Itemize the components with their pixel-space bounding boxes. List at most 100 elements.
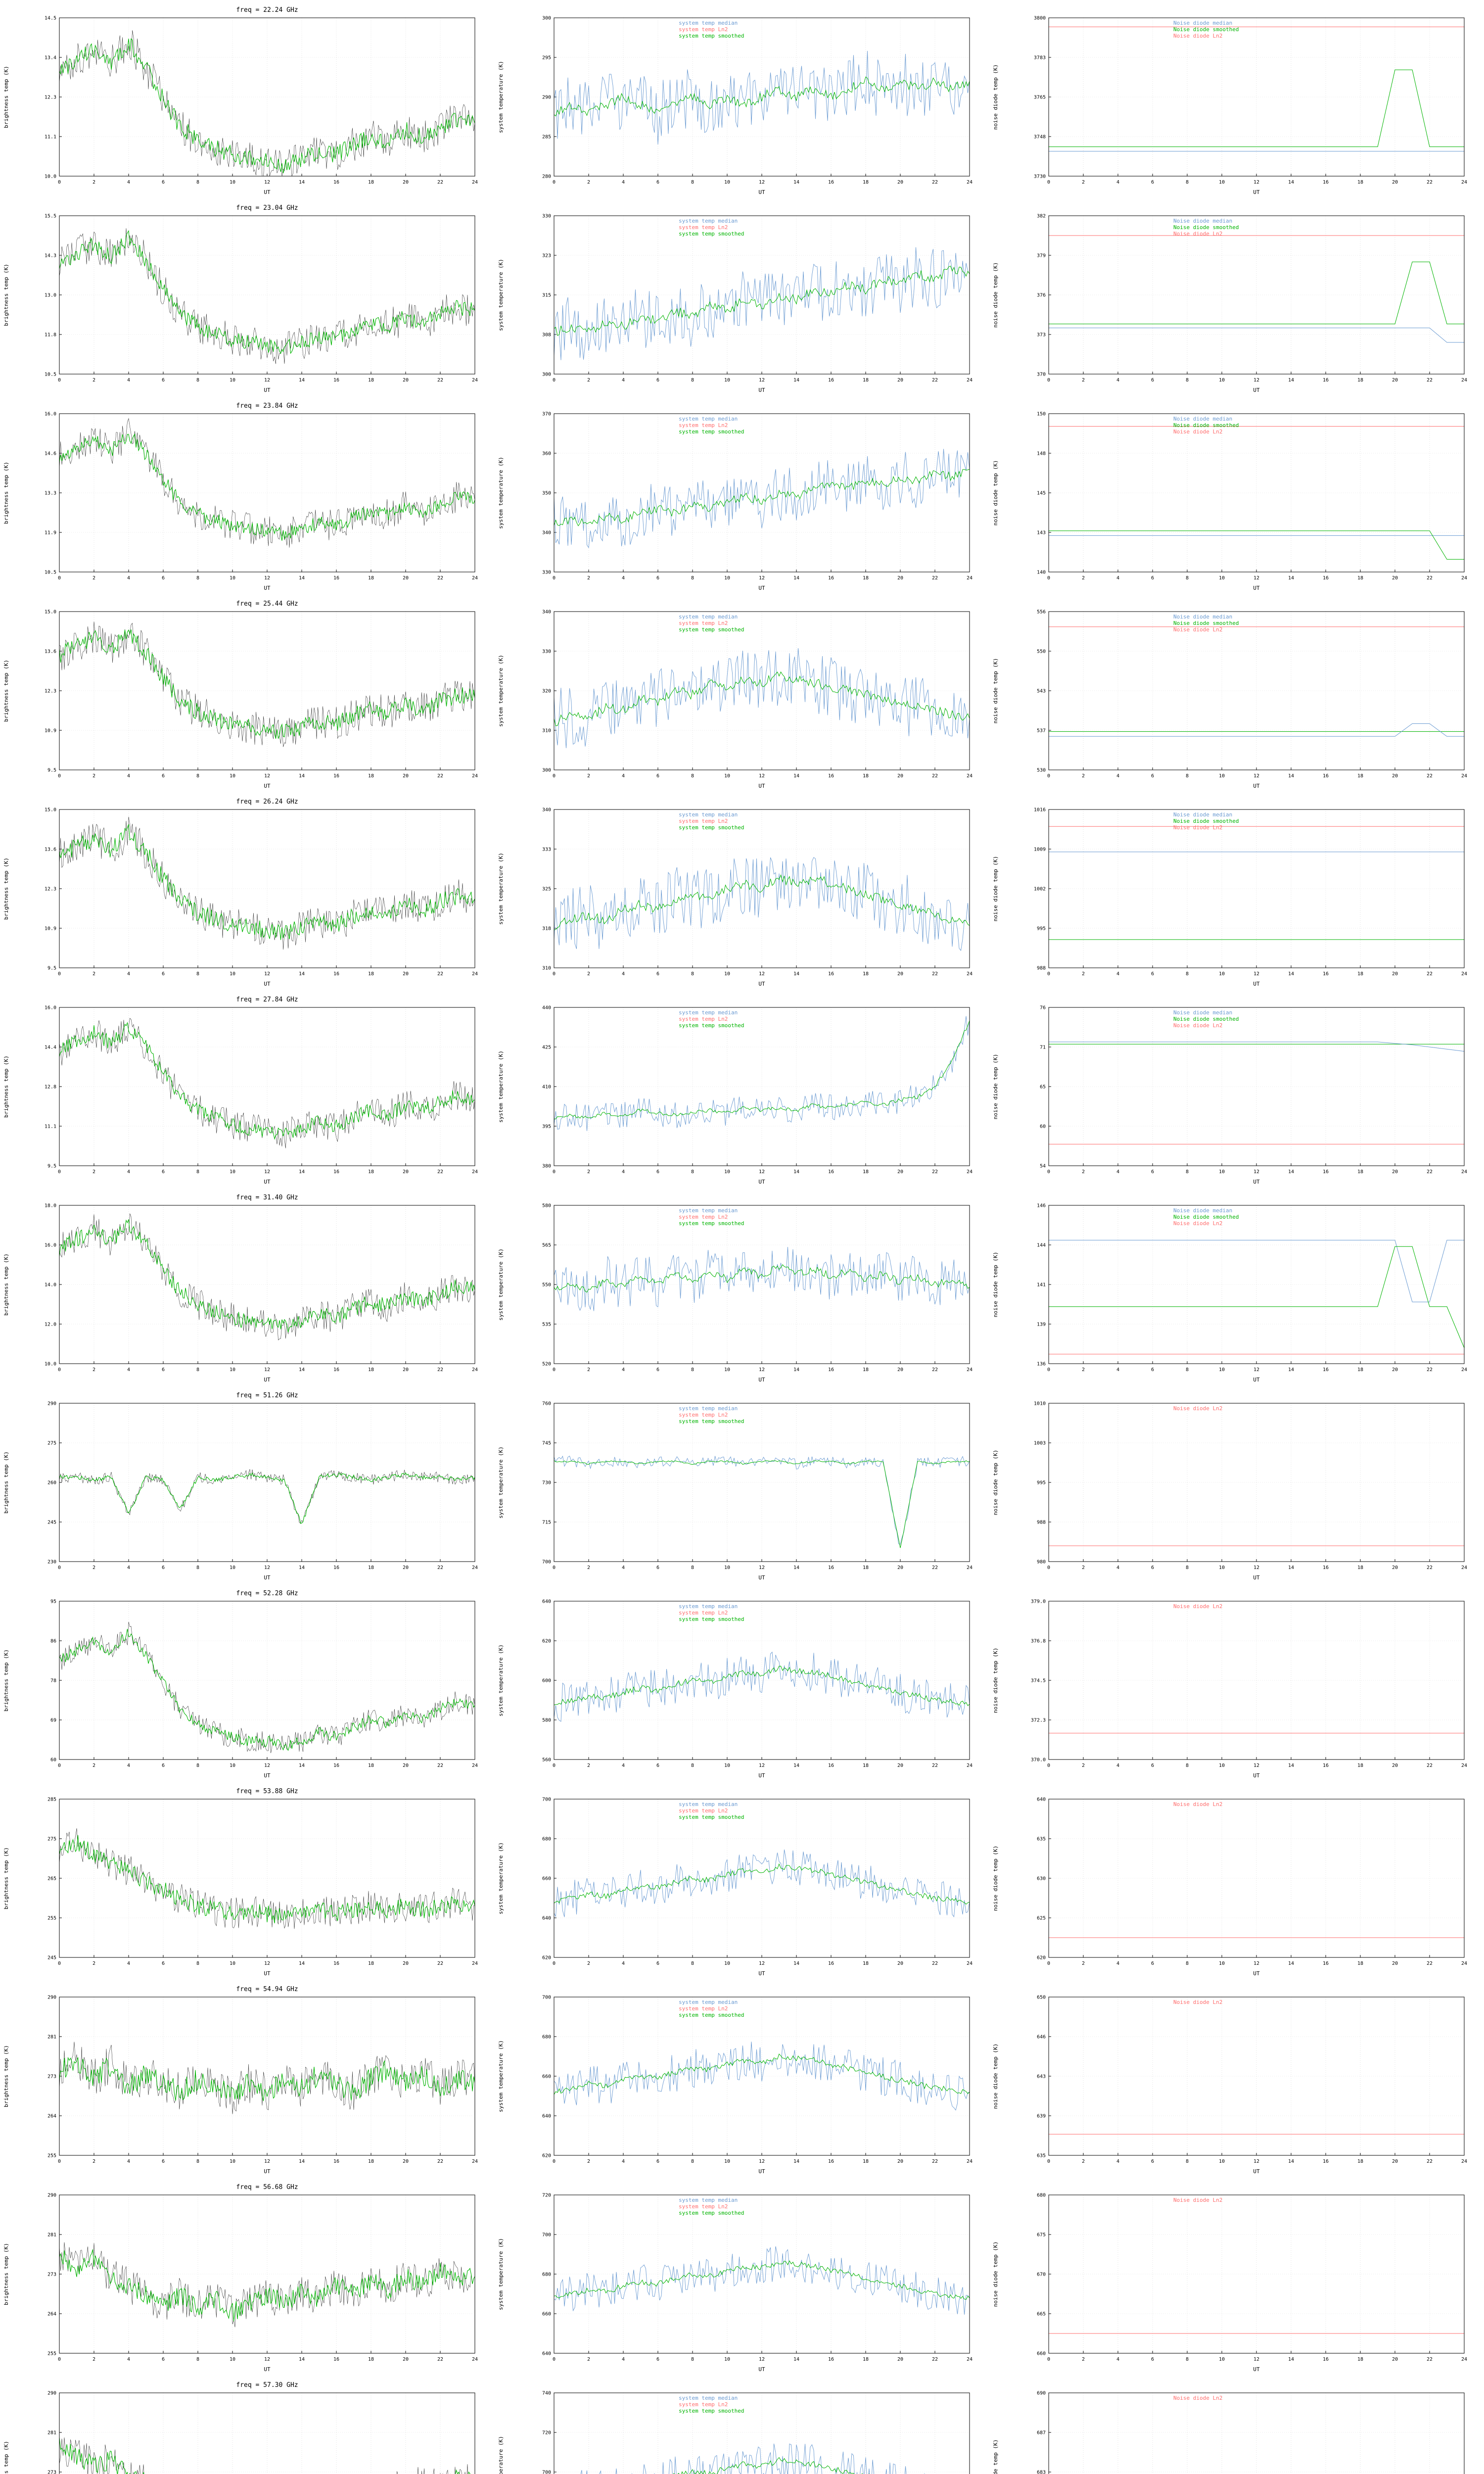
x-tick-label: 16 — [333, 1367, 339, 1373]
x-tick-label: 10 — [1219, 180, 1225, 185]
y-tick-label: 660 — [542, 1876, 551, 1882]
y-tick-label: 550 — [542, 1283, 551, 1288]
legend-entry: Noise diode smoothed — [1173, 224, 1239, 231]
y-tick-label: 281 — [47, 2430, 56, 2436]
y-axis-label: system temperature (K) — [498, 2238, 504, 2310]
x-tick-label: 24 — [472, 2357, 478, 2362]
noise-diode-plot: 0 2 4 6 8 10 12 14 16 18 20 22 24370373376379382Nois… — [992, 214, 1467, 394]
y-tick-label: 9.5 — [47, 1164, 56, 1169]
legend-entry: system temp median — [679, 2197, 738, 2203]
x-axis-label: UT — [264, 387, 271, 393]
x-axis-label: UT — [264, 1772, 271, 1779]
y-axis-label: brightness temp (K) — [3, 1253, 9, 1316]
x-tick-label: 8 — [691, 2159, 694, 2164]
x-tick-label: 6 — [656, 2357, 659, 2362]
x-tick-label: 8 — [691, 1565, 694, 1570]
spectrum-plot-series-black — [59, 228, 475, 364]
spectrum-plot-series-black — [59, 30, 475, 177]
y-tick-label: 3748 — [1034, 135, 1046, 140]
x-tick-label: 0 — [58, 180, 61, 185]
x-tick-label: 14 — [1288, 575, 1294, 581]
y-tick-label: 980 — [1037, 1560, 1046, 1565]
x-tick-label: 22 — [437, 1169, 443, 1175]
y-tick-label: 13.4 — [45, 55, 56, 61]
y-tick-label: 13.3 — [45, 491, 56, 496]
x-tick-label: 14 — [793, 1169, 799, 1175]
y-axis-label: system temperature (K) — [498, 1842, 504, 1914]
x-tick-label: 10 — [724, 378, 730, 383]
spectrum-plot: 0 2 4 6 8 10 12 14 16 18 20 22 24230245260275290freq… — [3, 1392, 478, 1581]
x-tick-label: 8 — [196, 2357, 199, 2362]
plot-title: freq = 51.26 GHz — [236, 1392, 298, 1399]
x-tick-label: 20 — [1392, 378, 1398, 383]
x-tick-label: 8 — [196, 1169, 199, 1175]
system-temp-plot-series-green — [554, 266, 970, 336]
x-tick-label: 8 — [1186, 1565, 1189, 1570]
y-tick-label: 11.9 — [45, 530, 56, 536]
y-tick-label: 3800 — [1034, 16, 1046, 21]
x-tick-label: 22 — [1427, 773, 1433, 779]
legend-entry: system temp smoothed — [679, 626, 744, 633]
x-tick-label: 2 — [587, 1565, 590, 1570]
y-tick-label: 1016 — [1034, 808, 1046, 813]
x-tick-label: 18 — [863, 2159, 869, 2164]
x-tick-label: 4 — [622, 1565, 625, 1570]
x-axis-label: UT — [1253, 2366, 1260, 2373]
y-axis-label: system temperature (K) — [498, 1050, 504, 1123]
y-tick-label: 660 — [1037, 2351, 1046, 2357]
x-tick-label: 0 — [553, 2357, 556, 2362]
x-tick-label: 18 — [863, 575, 869, 581]
y-tick-label: 1009 — [1034, 847, 1046, 853]
x-tick-label: 16 — [828, 1763, 834, 1768]
x-tick-label: 0 — [553, 1367, 556, 1373]
legend-entry: system temp Ln2 — [679, 1016, 728, 1022]
x-tick-label: 2 — [587, 971, 590, 977]
x-tick-label: 2 — [587, 1169, 590, 1175]
legend-entry: system temp median — [679, 218, 738, 224]
x-tick-label: 8 — [1186, 1961, 1189, 1966]
x-tick-label: 2 — [93, 773, 95, 779]
x-tick-label: 10 — [1219, 773, 1225, 779]
x-tick-label: 20 — [403, 1763, 409, 1768]
x-tick-label: 6 — [162, 180, 165, 185]
y-axis-label: brightness temp (K) — [3, 264, 9, 326]
x-tick-label: 6 — [162, 773, 165, 779]
x-tick-label: 20 — [897, 971, 903, 977]
x-tick-label: 24 — [1461, 180, 1467, 185]
x-tick-label: 4 — [622, 2357, 625, 2362]
x-tick-label: 10 — [230, 971, 235, 977]
x-tick-label: 20 — [403, 773, 409, 779]
y-tick-label: 580 — [542, 1718, 551, 1723]
x-tick-label: 14 — [299, 2159, 305, 2164]
system-temp-plot-series-green — [554, 1863, 970, 1905]
legend-entry: Noise diode median — [1173, 20, 1232, 26]
x-tick-label: 24 — [1461, 773, 1467, 779]
x-tick-label: 2 — [587, 773, 590, 779]
x-tick-label: 20 — [897, 1565, 903, 1570]
x-tick-label: 10 — [1219, 575, 1225, 581]
x-tick-label: 2 — [93, 1367, 95, 1373]
x-tick-label: 18 — [368, 1169, 374, 1175]
x-tick-label: 22 — [932, 378, 938, 383]
y-tick-label: 260 — [47, 1480, 56, 1486]
x-tick-label: 4 — [622, 1367, 625, 1373]
x-tick-label: 4 — [622, 1169, 625, 1175]
x-tick-label: 12 — [759, 2357, 765, 2362]
y-tick-label: 136 — [1037, 1362, 1046, 1367]
x-tick-label: 6 — [1151, 575, 1154, 581]
x-tick-label: 22 — [932, 1565, 938, 1570]
x-tick-label: 14 — [793, 2159, 799, 2164]
spectrum-plot: 0 2 4 6 8 10 12 14 16 18 20 22 249.510.912.313.615.0… — [3, 600, 478, 789]
x-tick-label: 2 — [587, 180, 590, 185]
y-tick-label: 580 — [542, 1203, 551, 1209]
legend-entry: system temp smoothed — [679, 2408, 744, 2414]
y-tick-label: 639 — [1037, 2114, 1046, 2119]
x-tick-label: 12 — [264, 1961, 270, 1966]
legend-entry: Noise diode median — [1173, 416, 1232, 422]
y-tick-label: 141 — [1037, 1283, 1046, 1288]
x-tick-label: 10 — [230, 773, 235, 779]
y-axis-label: brightness temp (K) — [3, 660, 9, 722]
legend-entry: Noise diode smoothed — [1173, 422, 1239, 428]
y-tick-label: 323 — [542, 253, 551, 259]
system-temp-plot-series-blue — [554, 857, 970, 951]
